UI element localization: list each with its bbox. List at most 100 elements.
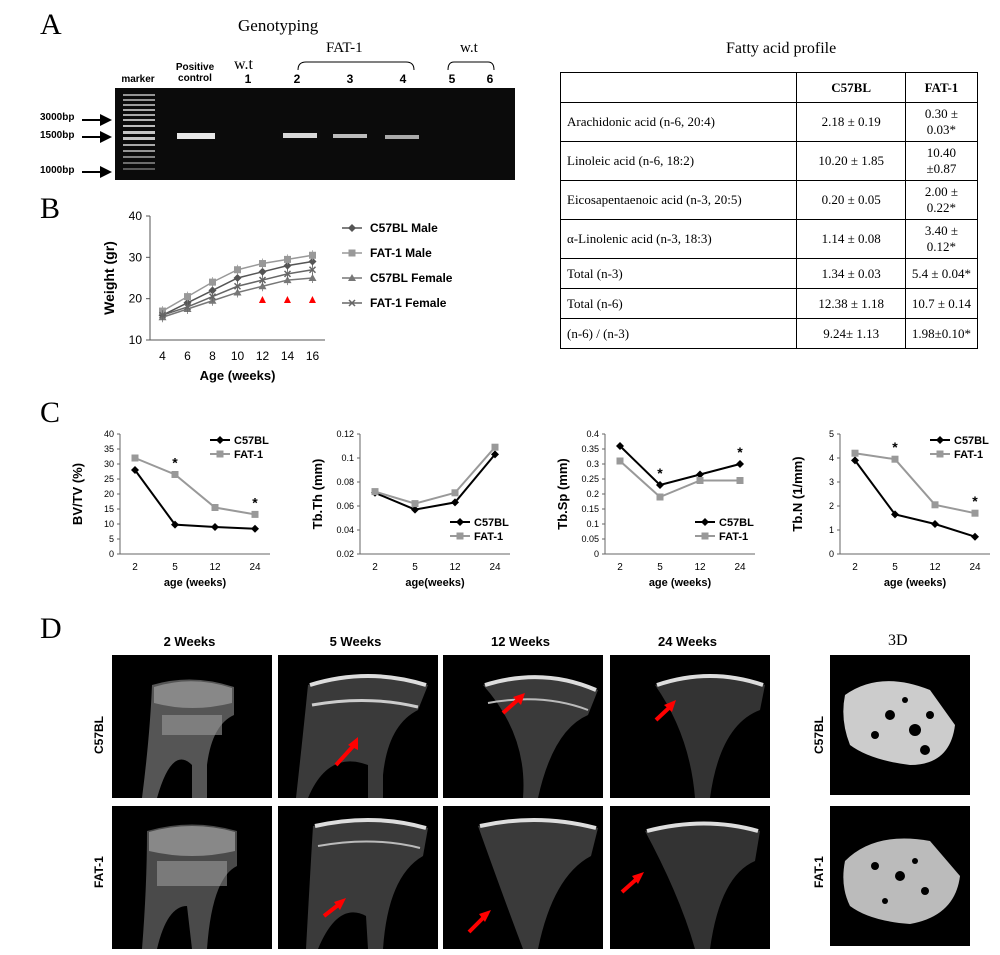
data-point [936, 436, 944, 444]
y-tick-label: 40 [129, 209, 143, 223]
series-3 [158, 264, 317, 321]
marker-ladder [123, 94, 155, 170]
series-0 [131, 466, 259, 533]
table-cell: 10.7 ± 0.14 [904, 288, 979, 319]
series-line [134, 469, 256, 530]
series-1 [131, 454, 259, 518]
data-point [656, 493, 664, 501]
x-tick-label: 24 [734, 562, 746, 573]
data-point [184, 293, 191, 301]
x-tick-label: 12 [929, 562, 941, 573]
data-point [656, 481, 664, 489]
table-cell: 0.30 ± 0.03* [904, 102, 979, 142]
series-line [374, 446, 496, 505]
legend-label: FAT-1 [719, 531, 748, 543]
data-point [216, 436, 224, 444]
series-line [854, 459, 976, 538]
ct-image-c57bl-5w [278, 655, 438, 798]
table-cell: 1.34 ± 0.03 [796, 258, 906, 289]
legend-label: FAT-1 Female [370, 296, 447, 310]
table-cell: 2.18 ± 0.19 [796, 102, 906, 142]
lane2-band [283, 133, 317, 138]
ct-col-title-2w: 2 Weeks [163, 634, 216, 649]
table-cell: 1.14 ± 0.08 [796, 219, 906, 259]
ct-image-fat1-24w [610, 806, 770, 949]
y-tick-label: 0.15 [581, 504, 599, 514]
legend-label: C57BL [234, 435, 269, 447]
data-point [456, 518, 464, 526]
data-point [211, 523, 219, 531]
ct-col-title-12w: 12 Weeks [490, 634, 551, 649]
y-tick-label: 5 [829, 429, 834, 439]
y-tick-label: 10 [129, 333, 143, 347]
ct3d-row-label-fat1: FAT-1 [812, 856, 826, 888]
y-tick-label: 0 [109, 549, 114, 559]
marker-label: marker [121, 74, 155, 85]
data-point [701, 532, 709, 540]
ct3d-row-label-c57bl: C57BL [812, 716, 826, 755]
data-point [931, 520, 939, 528]
data-point [736, 460, 744, 468]
data-point [348, 249, 356, 257]
table-header-row: C57BL FAT-1 [559, 72, 979, 103]
data-point [696, 477, 704, 484]
legend-label: C57BL [474, 517, 509, 529]
table-row: Total (n-6) 12.38 ± 1.18 10.7 ± 0.14 [559, 288, 979, 319]
y-tick-label: 0 [594, 549, 599, 559]
series-line [619, 460, 740, 499]
gel-image [115, 88, 515, 180]
lane3-band [333, 134, 367, 138]
table-cell: 3.40 ± 0.12* [904, 219, 979, 259]
table-header: C57BL [796, 72, 906, 103]
positive-control-label: Positive control [170, 62, 220, 84]
table-cell: 10.40 ±0.87 [904, 141, 979, 181]
y-tick-label: 0.1 [586, 519, 599, 529]
data-point [259, 260, 266, 268]
x-tick-label: 10 [231, 349, 245, 363]
data-point [891, 510, 899, 519]
x-tick-label: 12 [256, 349, 270, 363]
y-axis-label: Tb.Th (mm) [310, 459, 325, 530]
y-tick-label: 0.05 [581, 534, 599, 544]
table-cell: Total (n-6) [559, 288, 798, 319]
data-point [258, 276, 267, 284]
ct-col-title-5w: 5 Weeks [329, 634, 382, 649]
significance-star: * [252, 494, 258, 510]
data-point [208, 286, 217, 295]
table-cell: Total (n-3) [559, 258, 798, 289]
genotyping-title: Genotyping [238, 16, 319, 35]
significance-star: * [737, 444, 743, 460]
table-cell: 2.00 ± 0.22* [904, 180, 979, 220]
y-tick-label: 0.1 [341, 453, 354, 463]
data-point [491, 443, 499, 451]
x-axis-label: age (weeks) [884, 577, 947, 589]
data-point [701, 518, 709, 526]
y-tick-label: 0.3 [586, 459, 599, 469]
data-point [308, 266, 317, 274]
table-cell: Eicosapentaenoic acid (n-3, 20:5) [559, 180, 798, 220]
panel-label-a: A [40, 8, 62, 41]
data-point [736, 477, 744, 484]
table-row: (n-6) / (n-3) 9.24± 1.13 1.98±0.10* [559, 318, 979, 349]
data-point [251, 524, 259, 533]
data-point [283, 270, 292, 278]
ct-image-fat1-2w [112, 806, 272, 949]
legend-label: FAT-1 Male [370, 246, 432, 260]
data-point [158, 311, 167, 319]
x-tick-label: 2 [617, 562, 623, 573]
data-point [284, 255, 291, 263]
x-axis-label: age (weeks) [164, 577, 227, 589]
table-header: FAT-1 [904, 72, 979, 103]
data-point [233, 288, 242, 296]
series-1 [851, 449, 979, 517]
lane-4-label: 4 [399, 72, 407, 86]
legend-label: C57BL Male [370, 221, 438, 235]
y-tick-label: 0.08 [336, 477, 354, 487]
data-point [451, 489, 459, 497]
red-marker-icon: ▲ [257, 292, 269, 306]
x-tick-label: 2 [372, 562, 378, 573]
x-tick-label: 5 [172, 562, 178, 573]
data-point [209, 278, 216, 286]
table-cell: (n-6) / (n-3) [559, 318, 798, 349]
fat1-group-label: FAT-1 [326, 40, 363, 56]
